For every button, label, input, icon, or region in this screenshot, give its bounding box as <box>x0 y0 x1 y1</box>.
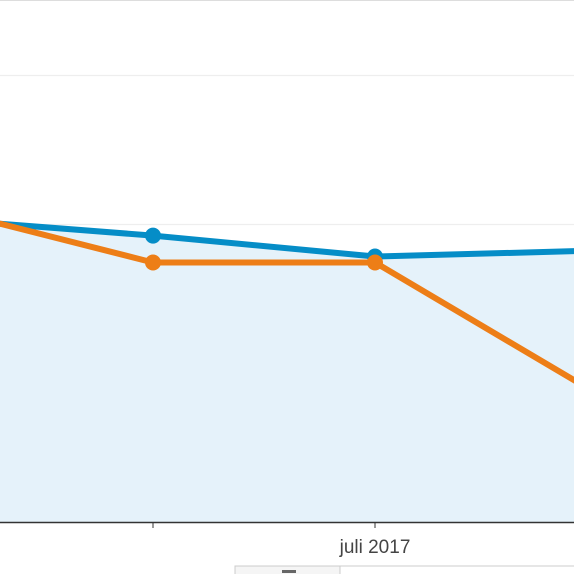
bottom-toggle-right <box>339 565 574 574</box>
x-tick-label: juli 2017 <box>339 537 411 558</box>
axis-layer <box>0 521 574 528</box>
series-points <box>145 227 383 271</box>
series-1-point <box>145 254 161 271</box>
area-fill-layer <box>0 223 574 522</box>
series-1-line <box>0 220 574 384</box>
bottom-handle-icon <box>282 570 296 573</box>
series-0-area <box>0 223 574 522</box>
bottom-controls <box>234 565 574 574</box>
series-lines <box>0 220 574 384</box>
series-0-point <box>145 227 161 244</box>
series-1-point <box>367 254 383 271</box>
tick-labels: juli 2017 <box>339 537 411 558</box>
series-0-line <box>0 220 574 260</box>
